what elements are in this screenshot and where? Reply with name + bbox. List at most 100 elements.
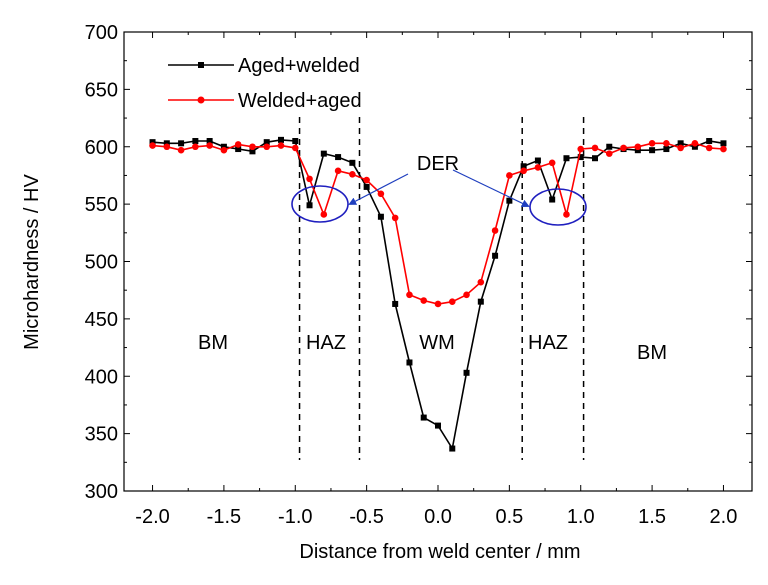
der-circle-right	[529, 188, 587, 226]
data-point-aged-welded	[592, 155, 598, 162]
data-point-welded-aged	[520, 167, 527, 175]
data-point-welded-aged	[234, 141, 242, 148]
data-point-aged-welded	[435, 422, 441, 429]
x-tick-label: -2.0	[135, 506, 169, 528]
data-point-welded-aged	[277, 142, 285, 149]
data-point-welded-aged	[334, 167, 342, 175]
data-point-aged-welded	[149, 139, 156, 146]
x-tick-label: 1.0	[567, 506, 595, 528]
data-point-welded-aged	[720, 145, 727, 153]
y-tick-label: 350	[85, 424, 118, 446]
data-point-aged-welded	[720, 140, 727, 147]
data-point-welded-aged	[463, 291, 470, 299]
data-point-aged-welded	[463, 369, 470, 376]
data-point-aged-welded	[577, 154, 584, 161]
x-tick-label: -0.5	[349, 506, 383, 528]
data-point-welded-aged	[663, 140, 670, 147]
der-arrow-right	[452, 169, 530, 208]
data-point-welded-aged	[634, 143, 642, 151]
x-tick-label: 0.0	[424, 506, 452, 528]
x-axis-label: Distance from weld center / mm	[299, 541, 580, 563]
data-point-aged-welded	[420, 414, 427, 421]
data-point-aged-welded	[292, 138, 299, 145]
x-tick-label: 0.5	[495, 506, 523, 528]
series-layer	[149, 136, 727, 452]
data-point-welded-aged	[448, 298, 456, 305]
y-tick-label: 400	[85, 366, 118, 388]
data-point-aged-welded	[691, 143, 698, 150]
data-point-aged-welded	[449, 445, 456, 452]
data-point-aged-welded	[549, 196, 556, 203]
x-tick-label: 1.5	[638, 506, 666, 528]
legend-marker-welded-aged	[197, 96, 205, 104]
data-point-welded-aged	[320, 211, 328, 218]
data-point-welded-aged	[349, 170, 356, 178]
region-label-haz-right: HAZ	[528, 332, 568, 354]
data-point-aged-welded	[663, 146, 670, 153]
data-point-aged-welded	[363, 183, 370, 190]
data-point-welded-aged	[391, 214, 399, 222]
data-point-aged-welded	[220, 143, 227, 150]
data-point-welded-aged	[705, 144, 713, 152]
der-label: DER	[417, 153, 459, 175]
data-point-aged-welded	[634, 147, 641, 154]
y-tick-labels: 300 350 400 450 500 550 600 650 700	[85, 22, 118, 503]
data-point-welded-aged	[420, 297, 428, 304]
data-point-aged-welded	[192, 138, 199, 145]
data-point-welded-aged	[563, 211, 570, 218]
data-point-welded-aged	[192, 143, 199, 151]
data-point-welded-aged	[620, 144, 627, 152]
der-arrow-left	[348, 173, 409, 205]
data-point-aged-welded	[206, 138, 213, 145]
data-point-aged-welded	[335, 154, 342, 161]
data-point-aged-welded	[392, 300, 399, 307]
data-point-aged-welded	[249, 148, 256, 155]
data-point-welded-aged	[548, 159, 556, 167]
data-point-welded-aged	[506, 172, 513, 179]
x-tick-labels: -2.0 -1.5 -1.0 -0.5 0.0 0.5 1.0 1.5 2.0	[135, 506, 737, 528]
legend: Aged+welded Welded+aged	[168, 55, 362, 112]
data-point-welded-aged	[306, 175, 313, 183]
y-axis-label: Microhardness / HV	[21, 174, 43, 350]
data-point-welded-aged	[163, 143, 171, 151]
data-point-aged-welded	[563, 155, 570, 162]
x-tick-label: 2.0	[710, 506, 738, 528]
data-point-aged-welded	[477, 298, 484, 305]
data-point-aged-welded	[649, 147, 656, 154]
data-point-aged-welded	[506, 197, 513, 204]
data-point-aged-welded	[278, 136, 284, 143]
data-point-aged-welded	[235, 146, 242, 153]
data-point-welded-aged	[249, 143, 256, 151]
data-point-aged-welded	[677, 140, 684, 147]
data-point-aged-welded	[534, 157, 541, 164]
y-tick-label: 600	[85, 137, 118, 159]
data-point-welded-aged	[220, 146, 228, 154]
data-point-aged-welded	[520, 163, 527, 170]
axis-ticks	[124, 31, 752, 492]
data-point-welded-aged	[263, 143, 271, 151]
data-point-aged-welded	[406, 359, 413, 366]
data-point-aged-welded	[606, 143, 613, 150]
der-circle-left	[291, 185, 349, 223]
region-label-bm-right: BM	[637, 342, 667, 364]
region-label-haz-left: HAZ	[306, 332, 346, 354]
y-tick-label: 700	[85, 22, 118, 44]
y-tick-label: 450	[85, 309, 118, 331]
data-point-welded-aged	[648, 140, 656, 147]
region-label-wm: WM	[419, 332, 455, 354]
data-point-welded-aged	[605, 150, 613, 157]
data-point-welded-aged	[677, 144, 684, 152]
data-point-aged-welded	[178, 140, 185, 147]
y-tick-label: 650	[85, 79, 118, 101]
data-point-aged-welded	[706, 138, 713, 145]
data-point-aged-welded	[349, 159, 356, 166]
data-point-aged-welded	[263, 139, 270, 146]
data-point-welded-aged	[291, 144, 299, 152]
x-tick-label: -1.5	[207, 506, 241, 528]
data-point-welded-aged	[149, 142, 156, 149]
legend-marker-aged-welded	[198, 62, 204, 68]
y-tick-label: 300	[85, 481, 118, 503]
data-point-welded-aged	[477, 278, 485, 286]
